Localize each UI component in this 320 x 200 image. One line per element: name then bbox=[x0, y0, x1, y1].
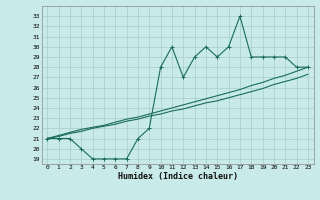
X-axis label: Humidex (Indice chaleur): Humidex (Indice chaleur) bbox=[118, 172, 237, 181]
